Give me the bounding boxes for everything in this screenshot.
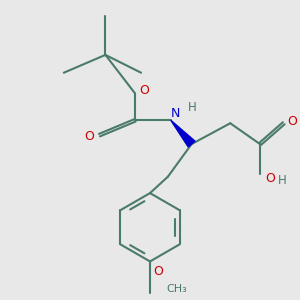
Text: O: O [139, 84, 149, 97]
Text: O: O [266, 172, 275, 185]
Text: O: O [153, 266, 163, 278]
Polygon shape [171, 120, 195, 147]
Text: N: N [171, 107, 180, 120]
Text: CH₃: CH₃ [166, 284, 187, 294]
Text: O: O [84, 130, 94, 143]
Text: H: H [278, 174, 286, 187]
Text: O: O [288, 115, 298, 128]
Text: H: H [188, 101, 197, 114]
